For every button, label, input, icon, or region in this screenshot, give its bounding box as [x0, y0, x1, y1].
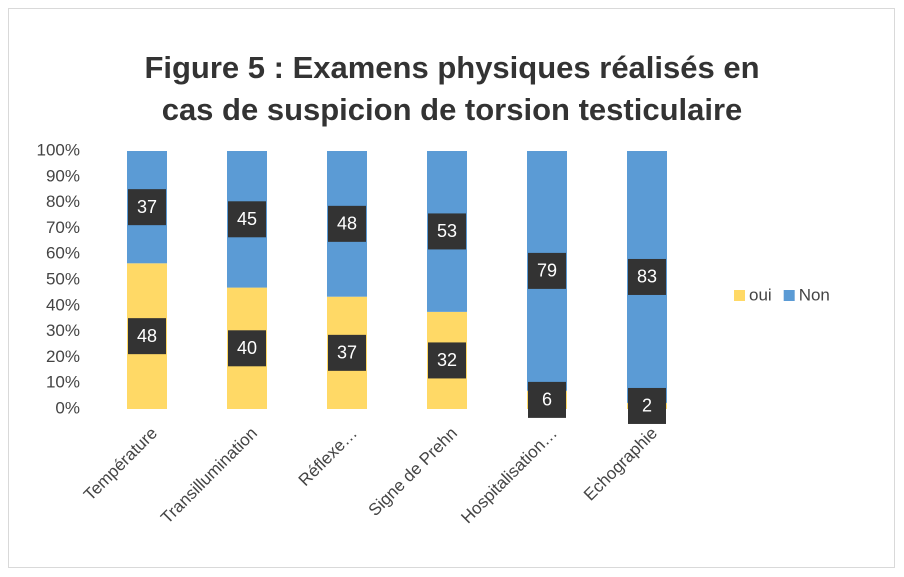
data-label: 83	[637, 267, 657, 287]
data-label-box	[228, 330, 266, 367]
y-tick-label: 20%	[46, 347, 80, 366]
legend-swatch	[783, 290, 795, 301]
data-label: 32	[437, 350, 457, 370]
data-label-box	[628, 258, 666, 295]
y-tick-label: 100%	[37, 140, 80, 159]
data-label-box	[528, 381, 566, 418]
data-label: 48	[337, 214, 357, 234]
y-tick-label: 10%	[46, 373, 80, 392]
legend-label: Non	[799, 285, 830, 304]
chart-title: Figure 5 : Examens physiques réalisés en	[144, 50, 759, 85]
data-label: 37	[337, 343, 357, 363]
data-label-box	[228, 201, 266, 238]
data-label: 53	[437, 221, 457, 241]
data-label: 37	[137, 197, 157, 217]
data-label: 2	[642, 396, 652, 416]
y-tick-label: 0%	[55, 398, 80, 417]
data-label: 45	[237, 209, 257, 229]
data-label-box	[128, 318, 166, 355]
data-label-box	[428, 213, 466, 250]
data-label-box	[328, 205, 366, 242]
data-label: 48	[137, 326, 157, 346]
data-label-box	[528, 252, 566, 289]
data-label-box	[628, 387, 666, 424]
legend-label: oui	[749, 285, 772, 304]
data-label: 6	[542, 390, 552, 410]
y-tick-label: 70%	[46, 218, 80, 237]
y-tick-label: 60%	[46, 244, 80, 263]
y-tick-label: 30%	[46, 321, 80, 340]
legend-swatch	[734, 290, 745, 301]
data-label: 79	[537, 261, 557, 281]
data-label-box	[328, 334, 366, 371]
data-label-box	[128, 189, 166, 226]
y-tick-label: 80%	[46, 192, 80, 211]
data-label-box	[428, 342, 466, 379]
y-tick-label: 90%	[46, 166, 80, 185]
data-label: 40	[237, 338, 257, 358]
y-tick-label: 40%	[46, 295, 80, 314]
y-tick-label: 50%	[46, 269, 80, 288]
chart-title: cas de suspicion de torsion testiculaire	[162, 92, 743, 127]
